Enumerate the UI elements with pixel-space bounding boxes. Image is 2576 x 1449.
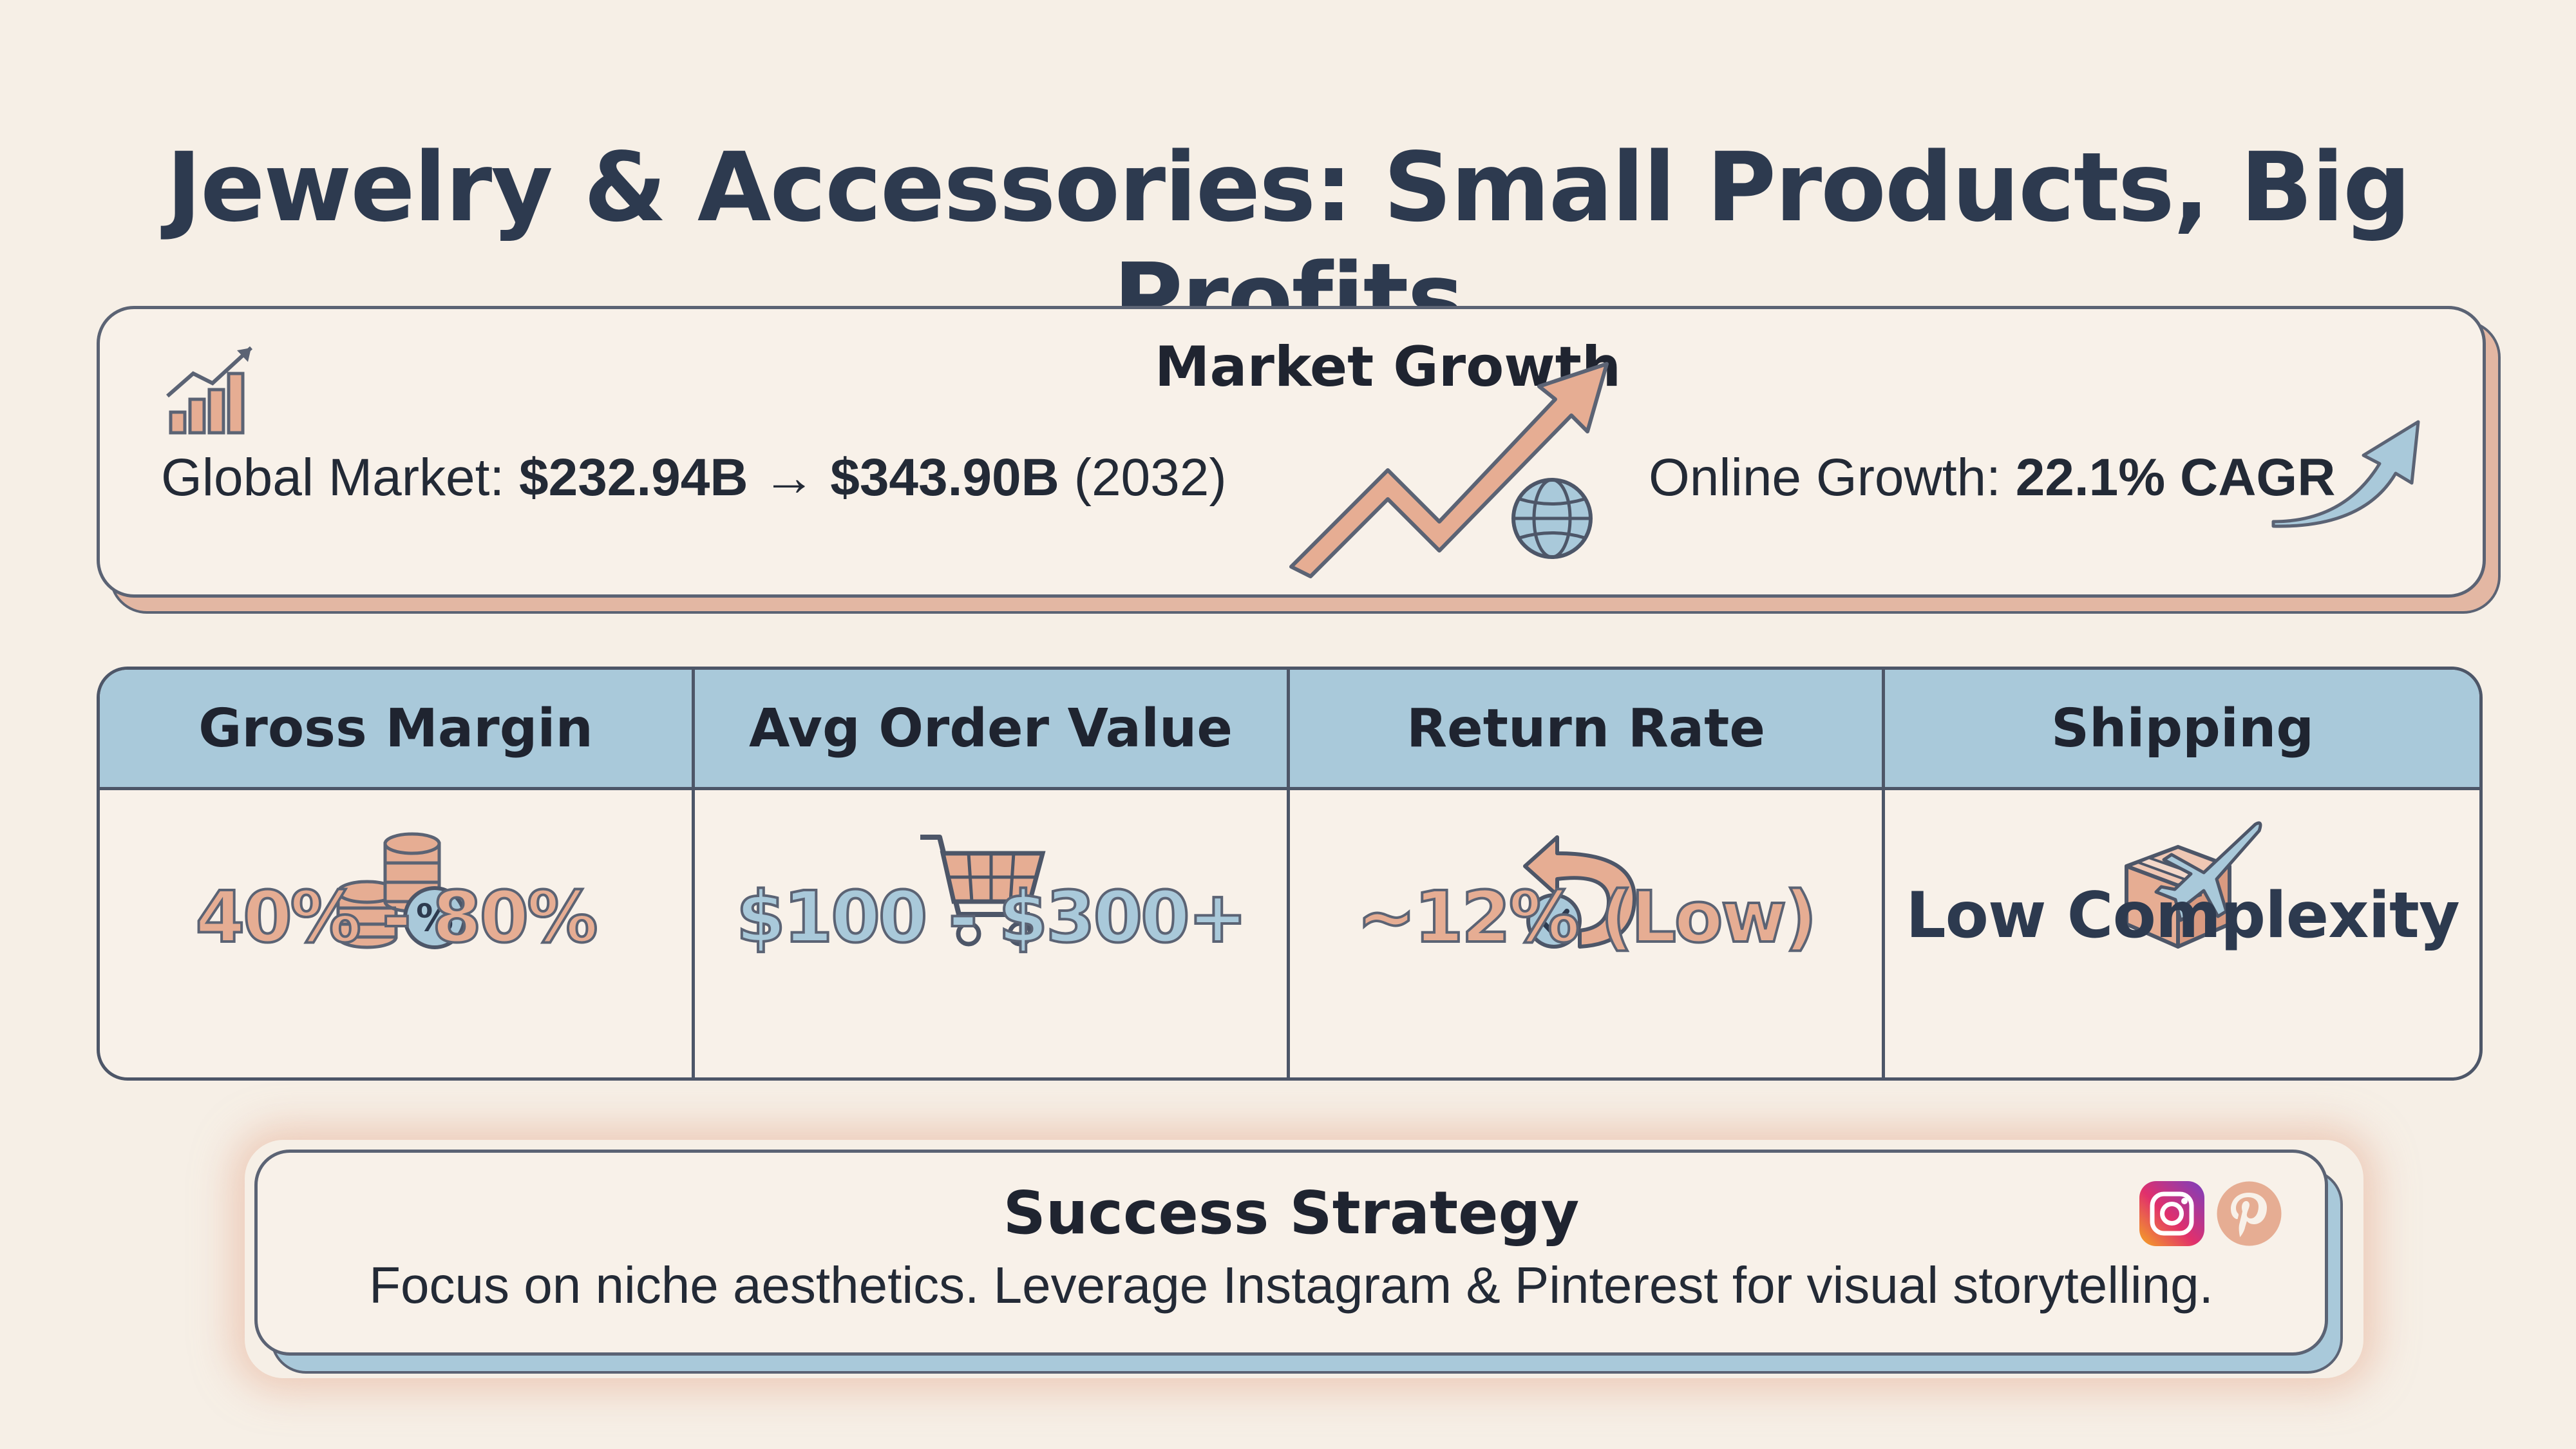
online-growth-label: Online Growth: — [1649, 448, 2016, 507]
global-market-year: (2032) — [1059, 448, 1227, 507]
metric-header: Avg Order Value — [695, 670, 1287, 790]
box-airplane-icon — [2125, 821, 2262, 949]
global-market-label: Global Market: — [161, 448, 519, 507]
arrow-glyph: → — [762, 448, 816, 507]
market-growth-card: Market Growth Global Market: $232.94B → … — [97, 306, 2486, 598]
metric-gross-margin: Gross Margin % 40% - 80% — [100, 670, 695, 1077]
strategy-card: Success Strategy Focus on niche aestheti… — [254, 1150, 2328, 1356]
return-arrow-check-icon — [1523, 835, 1636, 949]
metrics-table: Gross Margin % 40% - 80% Avg Order Value — [97, 667, 2483, 1081]
online-growth-line: Online Growth: 22.1% CAGR — [1649, 448, 2335, 508]
metric-avg-order-value: Avg Order Value $100 - $300+ — [695, 670, 1290, 1077]
zigzag-growth-arrow-icon — [1289, 362, 1609, 578]
coins-percent-icon: % — [336, 832, 466, 949]
globe-icon — [1511, 478, 1593, 559]
strategy-title: Success Strategy — [1003, 1179, 1580, 1247]
global-market-line: Global Market: $232.94B → $343.90B (2032… — [161, 448, 1227, 508]
svg-text:%: % — [416, 896, 453, 940]
pinterest-icon — [2217, 1181, 2282, 1246]
metric-value: $100 - $300+ — [735, 875, 1249, 960]
metric-header: Return Rate — [1290, 670, 1882, 790]
global-market-to: $343.90B — [830, 448, 1059, 507]
bar-chart-growth-icon — [166, 346, 253, 435]
strategy-text: Focus on niche aesthetics. Leverage Inst… — [369, 1256, 2213, 1314]
metric-value: ~12% (Low) — [1356, 875, 1819, 960]
instagram-icon — [2139, 1181, 2204, 1246]
metric-shipping: Shipping Low Complexity — [1885, 670, 2479, 1077]
metric-header: Gross Margin — [100, 670, 692, 790]
curved-arrow-icon — [2271, 420, 2420, 528]
page-title: Jewelry & Accessories: Small Products, B… — [166, 132, 2411, 354]
global-market-from: $232.94B — [518, 448, 748, 507]
metric-value: 40% - 80% — [194, 875, 600, 960]
online-growth-value: 22.1% CAGR — [2015, 448, 2336, 507]
metric-header: Shipping — [1885, 670, 2479, 790]
metric-value: Low Complexity — [1906, 879, 2460, 952]
metric-return-rate: Return Rate ~12% (Low) — [1290, 670, 1885, 1077]
shopping-cart-icon — [920, 835, 1046, 947]
